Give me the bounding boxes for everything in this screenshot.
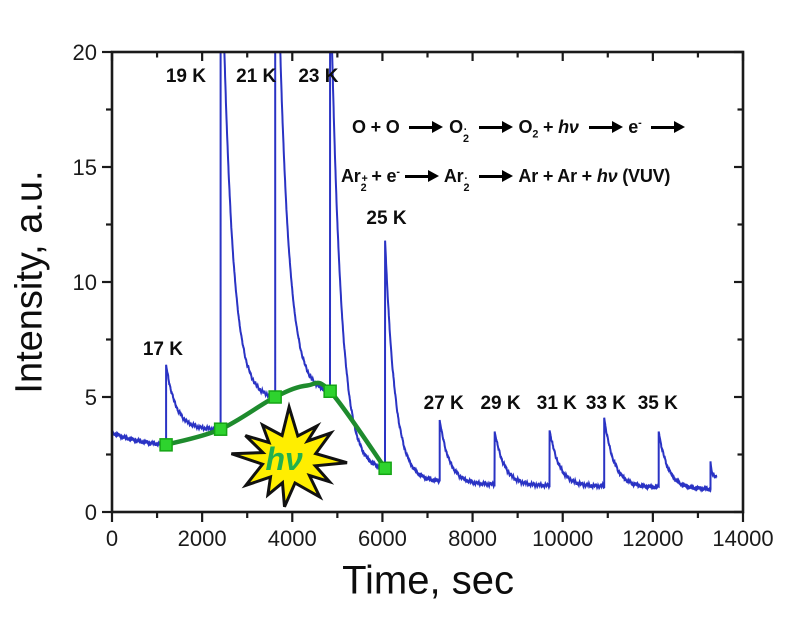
- temperature-annotation: 35 K: [637, 392, 678, 414]
- light-sum-marker-square: [213, 422, 228, 436]
- y-tick-label: 15: [73, 155, 97, 180]
- x-tick-label: 0: [106, 526, 118, 551]
- y-axis-title: Intensity, a.u.: [8, 170, 51, 394]
- y-tick-label: 0: [85, 500, 97, 525]
- y-tick-label: 20: [73, 40, 97, 65]
- y-tick-label: 10: [73, 270, 97, 295]
- x-axis-title: Time, sec: [342, 558, 514, 603]
- temperature-annotation: 17 K: [142, 338, 183, 360]
- temperature-annotation: 29 K: [480, 392, 521, 414]
- temperature-annotation: 23 K: [298, 66, 339, 88]
- light-sum-marker-square: [159, 438, 173, 452]
- x-tick-label: 6000: [358, 526, 407, 551]
- reaction-arrow-icon: [651, 121, 686, 133]
- reaction-equation-oxygen: O + O O · 2 O2 + hν e-: [352, 110, 686, 148]
- reaction-arrow-icon: [588, 121, 623, 133]
- x-tick-label: 2000: [178, 526, 227, 551]
- temperature-annotation: 21 K: [236, 66, 277, 88]
- light-sum-marker-square: [378, 461, 392, 476]
- x-tick-label: 12000: [622, 526, 683, 551]
- reaction-arrow-icon: [478, 121, 513, 133]
- temperature-annotation: 31 K: [536, 392, 577, 414]
- axis-ticks: [102, 50, 745, 522]
- x-tick-label: 4000: [268, 526, 317, 551]
- reaction-arrow-icon: [479, 170, 514, 182]
- light-sum-marker-square: [323, 384, 337, 398]
- starburst-shape: [230, 401, 348, 508]
- starburst-label: hν: [265, 441, 303, 477]
- reaction-arrow-icon: [409, 121, 444, 133]
- x-tick-label: 10000: [532, 526, 593, 551]
- reaction-arrow-icon: [404, 170, 439, 182]
- temperature-annotation: 27 K: [423, 392, 464, 414]
- x-tick-label: 14000: [712, 526, 773, 551]
- temperature-annotation: 19 K: [165, 66, 206, 88]
- reaction-equation-argon: Ar +2 + e- Ar · 2 Ar + Ar + hν (VUV): [341, 166, 671, 195]
- y-tick-label: 5: [85, 385, 97, 410]
- light-sum-marker-square: [268, 390, 282, 404]
- temperature-annotation: 33 K: [585, 392, 627, 414]
- temperature-annotation: 25 K: [366, 207, 407, 229]
- x-tick-label: 8000: [448, 526, 497, 551]
